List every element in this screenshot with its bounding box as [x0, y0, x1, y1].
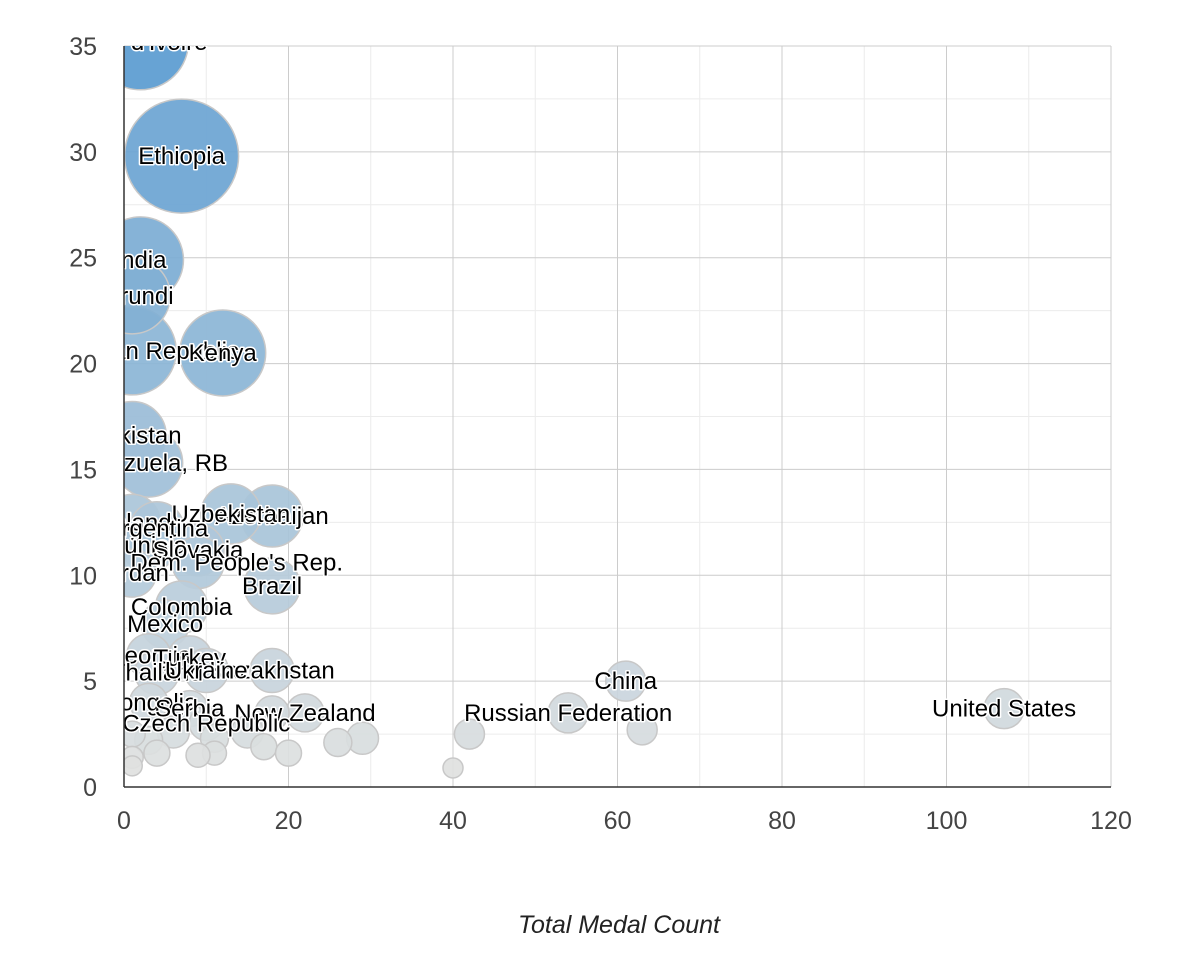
bubble [128, 682, 169, 723]
x-tick-label: 60 [604, 807, 632, 835]
bubble-label: Turkey [154, 645, 226, 672]
bubble [124, 548, 157, 598]
bubble-label: Cote d'Ivoire [73, 29, 207, 56]
bubble-label: Argentina [106, 516, 209, 543]
bubble [547, 692, 589, 734]
bubble-label: Thailand [111, 660, 203, 687]
bubble [183, 647, 229, 694]
bubble-label: Tunisia [110, 533, 187, 560]
bubble-label: Ukraine [165, 658, 248, 685]
bubbles [124, 46, 1025, 779]
bubble [254, 695, 290, 731]
bubble-label: Mexico [127, 611, 203, 638]
bubble-label: Uzbekistan [172, 501, 291, 528]
bubble [249, 647, 295, 694]
bubble [250, 733, 278, 761]
bubble [983, 687, 1025, 730]
bubble [243, 557, 301, 615]
y-tick-label: 25 [69, 245, 97, 273]
y-tick-label: 15 [69, 456, 97, 484]
bubble [200, 483, 262, 545]
x-tick-label: 40 [439, 807, 467, 835]
bubble-label: Russian Federation [464, 700, 672, 727]
bubble [143, 739, 171, 767]
bubble-label: Azerbaijan [215, 503, 328, 530]
bubble-label: Dominican Republic [26, 338, 239, 365]
bubble-label: Venezuela, RB [69, 450, 228, 477]
x-axis-title: Total Medal Count [518, 911, 721, 939]
bubble-label: Slovakia [153, 537, 244, 564]
bubble-label: Kenya [189, 340, 258, 367]
y-tick-label: 30 [69, 139, 97, 167]
bubble [124, 428, 184, 498]
bubble-label: Ethiopia [138, 143, 225, 170]
y-tick-labels: 0 5 10 15 20 25 30 35 [69, 33, 97, 802]
bubble-label: United States [932, 696, 1076, 723]
bubble-label: Brazil [242, 573, 302, 600]
bubble-label: India [114, 247, 167, 274]
bubble-label: Tajikistan [83, 423, 182, 450]
y-tick-label: 5 [83, 668, 97, 696]
y-tick-label: 35 [69, 33, 97, 61]
bubble [178, 309, 267, 397]
bubble [626, 714, 658, 746]
bubble [185, 742, 211, 768]
bubble-label: Serbia [155, 696, 225, 723]
bubble [124, 257, 171, 335]
bubble-label: Georgia [106, 643, 192, 670]
x-tick-label: 100 [926, 807, 968, 835]
bubble [442, 757, 464, 779]
x-tick-label: 80 [768, 807, 796, 835]
bubble-label: Burundi [91, 283, 174, 310]
x-tick-label: 20 [275, 807, 303, 835]
bubble [323, 727, 353, 758]
x-tick-labels: 0 20 40 60 80 100 120 [117, 807, 1132, 835]
bubble-label: Mongolia [100, 689, 198, 716]
bubble [124, 46, 190, 91]
y-tick-label: 10 [69, 562, 97, 590]
bubble-label: New Zealand [234, 700, 375, 727]
bubble-label: Finland [93, 509, 172, 536]
bubble-label: Jordan [96, 560, 169, 587]
bubble [124, 755, 143, 777]
y-tick-label: 0 [83, 774, 97, 802]
bubble-labels: Cote d'Ivoire Ethiopia India Burundi Dominic… [26, 29, 1078, 739]
bubble [274, 739, 303, 767]
bubble-label: Czech Republic [122, 710, 290, 737]
bubble-label: Korea, Dem. People's Rep. [53, 550, 343, 577]
x-tick-label: 0 [117, 807, 131, 835]
bubble-label: Kazakhstan [209, 658, 334, 685]
bubble [453, 718, 486, 750]
bubble-label: Colombia [131, 594, 233, 621]
y-tick-label: 20 [69, 351, 97, 379]
x-tick-label: 120 [1090, 807, 1132, 835]
bubble [604, 660, 647, 702]
bubble-label: China [594, 668, 657, 695]
